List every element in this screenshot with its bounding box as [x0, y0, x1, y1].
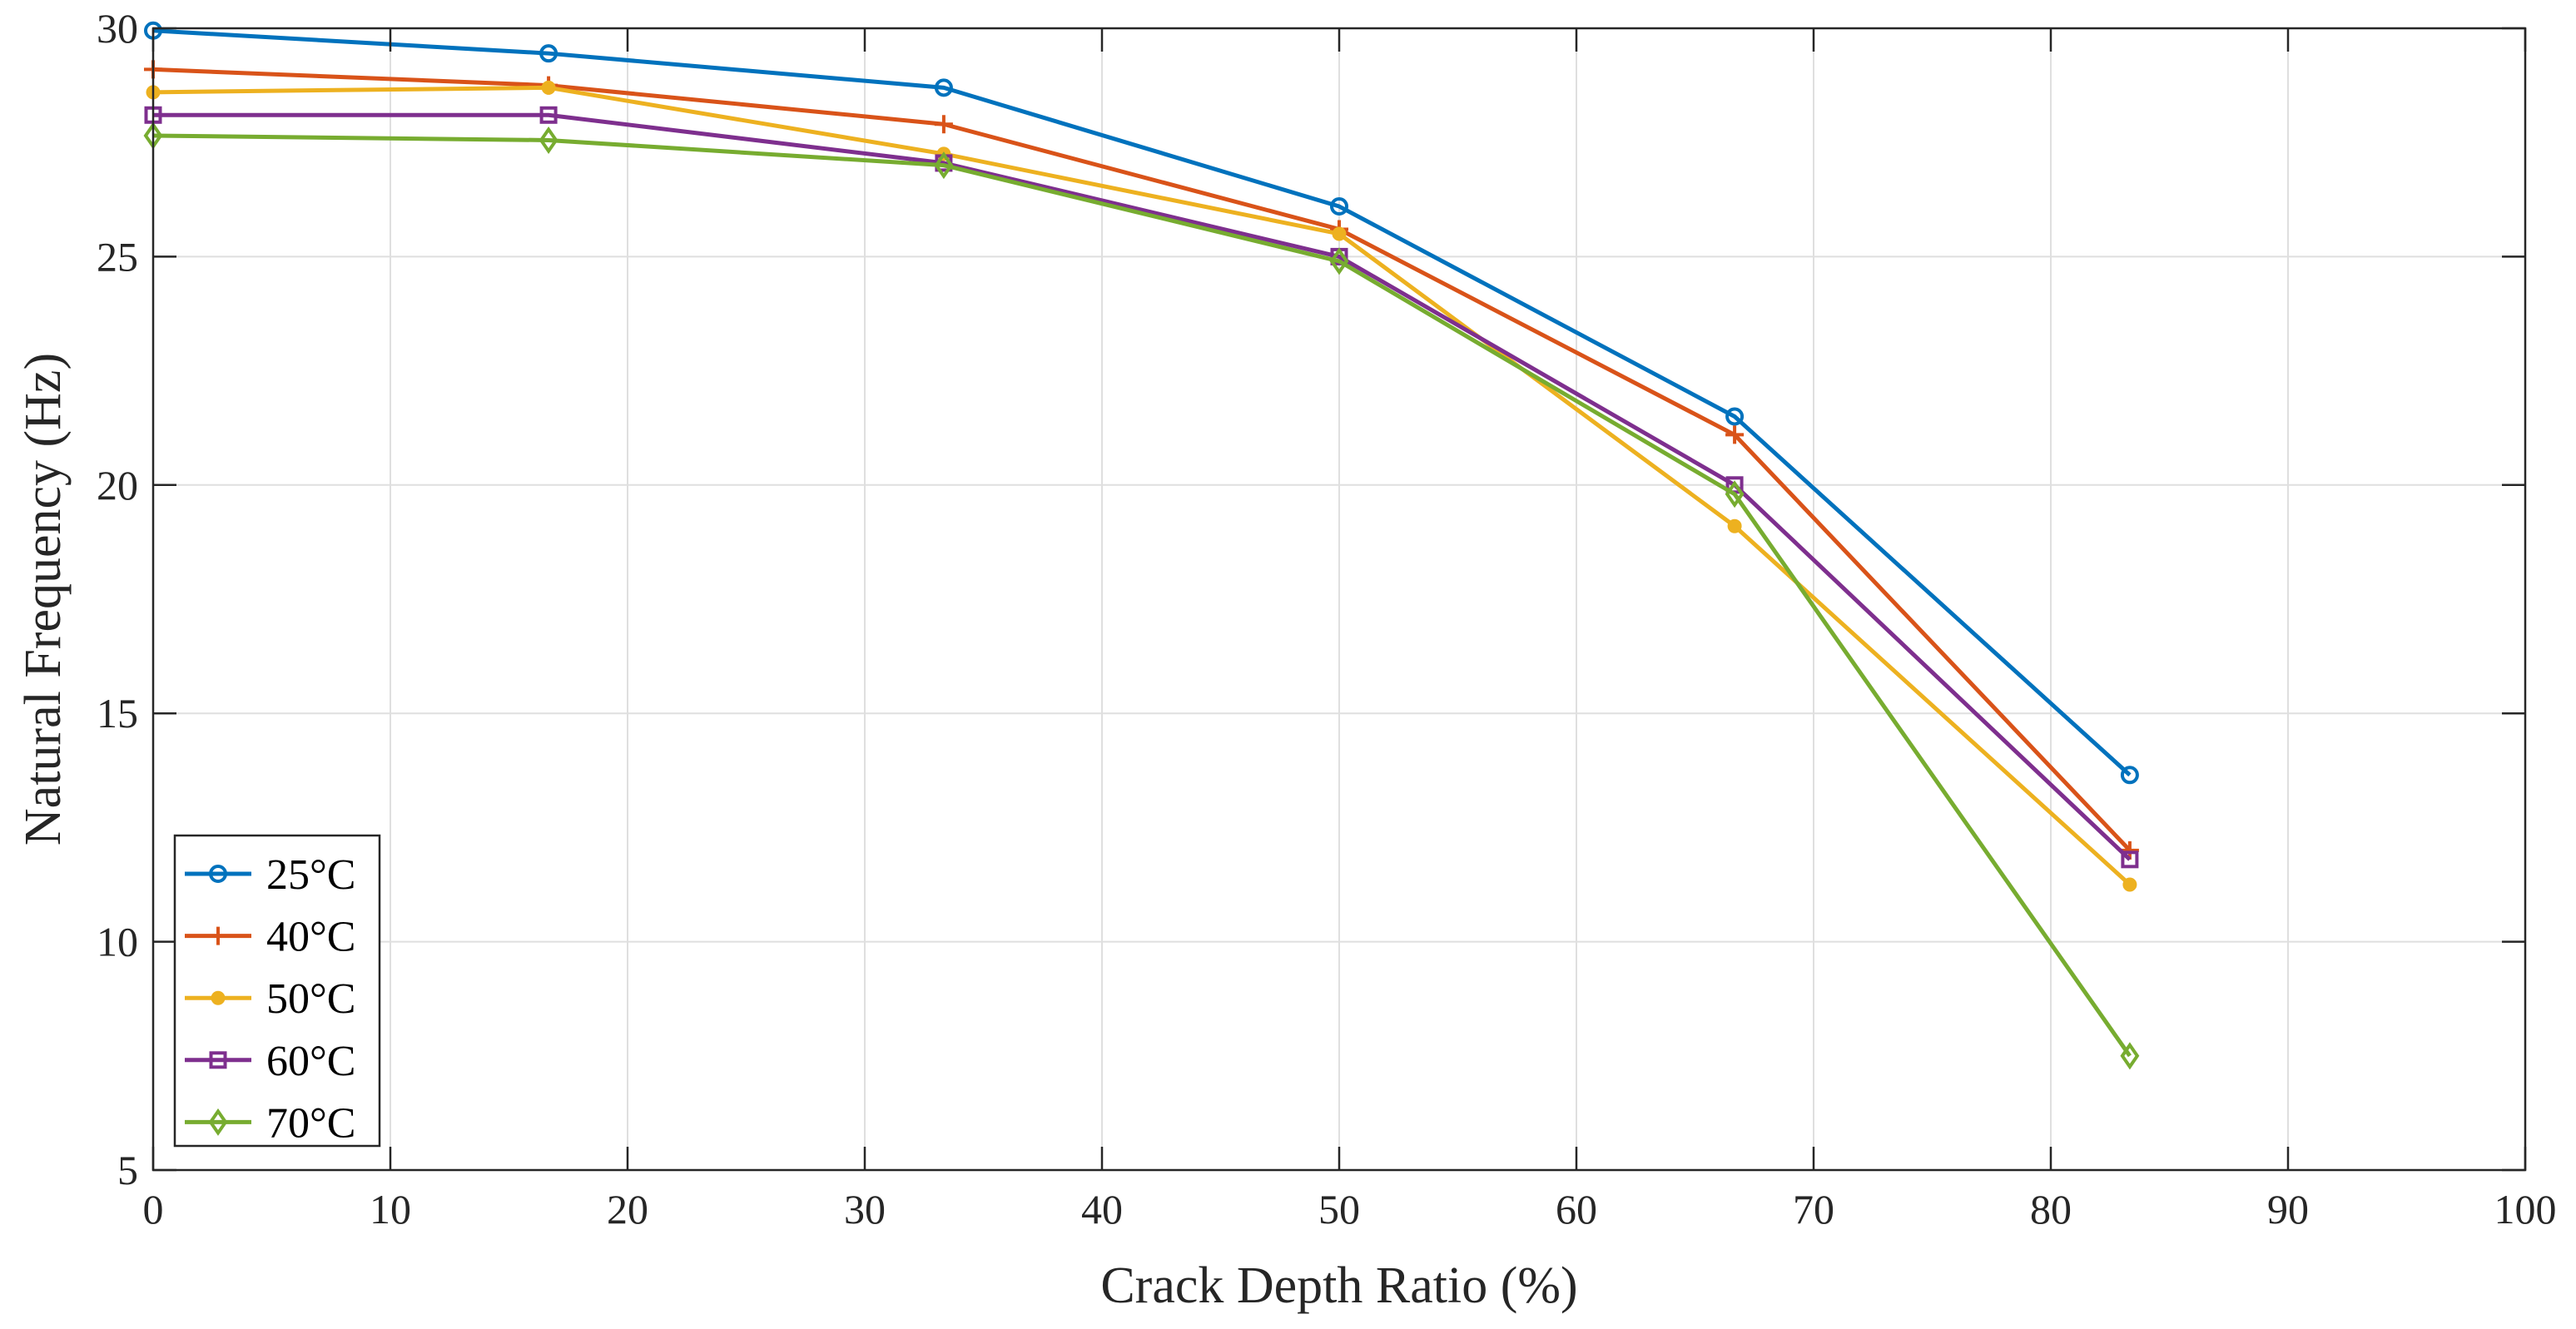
y-tick-label: 15 [97, 690, 138, 736]
series-25c [144, 21, 2139, 785]
legend-item-40c: 40°C [185, 914, 355, 961]
x-tick-label: 20 [607, 1186, 648, 1232]
x-tick-label: 70 [1793, 1186, 1834, 1232]
data-point-40c [2120, 841, 2139, 860]
legend-label-40c: 40°C [266, 914, 355, 961]
data-point-50c [541, 80, 556, 95]
legend-label-25c: 25°C [266, 851, 355, 899]
x-tick-label: 30 [844, 1186, 886, 1232]
y-axis-title: Natural Frequency (Hz) [15, 353, 72, 846]
data-point-25c [2120, 766, 2139, 785]
legend-marker-25c [209, 865, 227, 883]
legend-marker-40c [209, 926, 227, 945]
data-point-70c [934, 151, 954, 180]
x-tick-label: 40 [1081, 1186, 1123, 1232]
legend-item-70c: 70°C [185, 1099, 355, 1147]
y-tick-label: 10 [97, 919, 138, 965]
data-point-50c [1332, 226, 1347, 241]
x-tick-label: 90 [2267, 1186, 2309, 1232]
data-point-60c [539, 106, 558, 124]
y-tick-label: 5 [117, 1147, 138, 1193]
data-point-70c [1329, 247, 1349, 275]
data-point-50c [1727, 518, 1742, 533]
legend-marker-50c [211, 990, 226, 1005]
x-tick-label: 50 [1318, 1186, 1360, 1232]
x-tick-label: 80 [2030, 1186, 2072, 1232]
data-point-70c [2120, 1042, 2140, 1070]
series-line-25c [152, 28, 2132, 777]
series-line-60c [153, 112, 2132, 861]
legend-box [173, 834, 381, 1148]
legend-marker-70c [208, 1108, 228, 1136]
legend: 25°C 40°C 50°C 60°C 70°C [173, 834, 381, 1148]
data-point-25c [1330, 197, 1348, 216]
data-point-70c [1725, 480, 1745, 508]
y-tick-label: 30 [97, 5, 138, 52]
ticks: 0 10 20 30 40 50 60 70 80 90 100 5 10 15 20 25 30 [97, 5, 2557, 1232]
x-tick-label: 60 [1556, 1186, 1597, 1232]
y-tick-label: 25 [97, 233, 138, 280]
data-point-40c [934, 115, 953, 134]
data-point-70c [539, 126, 558, 154]
data-point-25c [934, 78, 953, 97]
legend-label-50c: 50°C [266, 975, 355, 1023]
x-axis-title: Crack Depth Ratio (%) [1100, 1257, 1577, 1314]
legend-item-50c: 50°C [185, 975, 355, 1023]
data-point-25c [539, 44, 558, 63]
data-point-50c [2122, 877, 2137, 892]
series-line-70c [152, 133, 2132, 1058]
x-tick-label: 10 [370, 1186, 411, 1232]
x-tick-label: 0 [143, 1186, 164, 1232]
legend-label-70c: 70°C [266, 1099, 355, 1147]
legend-label-60c: 60°C [266, 1038, 355, 1085]
legend-marker-60c [209, 1051, 227, 1069]
data-point-40c [1725, 425, 1745, 444]
data-point-25c [1725, 407, 1745, 426]
y-tick-label: 20 [97, 462, 138, 508]
data-point-60c [2121, 850, 2139, 869]
series-line-40c [152, 67, 2132, 852]
legend-item-60c: 60°C [185, 1038, 355, 1085]
legend-item-25c: 25°C [185, 851, 355, 899]
x-tick-label: 100 [2494, 1186, 2557, 1232]
series-group [143, 21, 2140, 1070]
